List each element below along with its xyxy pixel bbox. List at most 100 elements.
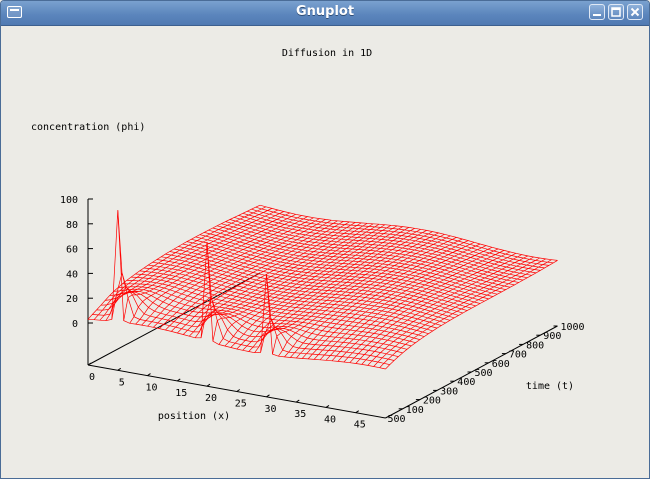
mesh-line-position (212, 224, 386, 342)
y-axis-label: time (t) (526, 381, 574, 392)
minimize-icon (593, 14, 601, 16)
y-tick-label: 500 (475, 368, 493, 379)
x-tick-label: 30 (264, 404, 276, 415)
y-tick-label: 100 (406, 405, 424, 416)
close-button[interactable] (627, 4, 643, 20)
y-tick-label: 700 (509, 350, 527, 361)
mesh-line-position (284, 237, 457, 358)
mesh-line-position (194, 223, 368, 339)
tick-labels: 0 5 10 15 20 25 30 35 40 451002003004005006007008… (60, 195, 585, 431)
mesh-line-position (254, 230, 427, 353)
z-axis-label: concentration (phi) (31, 122, 145, 133)
mesh-line-position (337, 251, 511, 362)
mesh-line-position (361, 256, 534, 365)
mesh-line-position (159, 219, 332, 329)
x-tick-mark (236, 389, 241, 392)
y-tick-label: 1000 (561, 322, 585, 333)
x-tick-mark (355, 410, 360, 414)
mesh-line-position (153, 219, 326, 328)
mesh-line-position (117, 210, 290, 293)
mesh-line-position (236, 227, 409, 350)
mesh-line-position (147, 218, 320, 327)
x-tick-label: 45 (354, 420, 366, 431)
mesh-line-position (123, 213, 296, 321)
y-tick-label: 600 (492, 359, 510, 370)
minimize-button[interactable] (589, 4, 605, 20)
mesh-line-position (278, 235, 451, 357)
x-tick-label: 35 (294, 409, 306, 420)
y-tick-label: 300 (440, 386, 458, 397)
surface-mesh (87, 204, 558, 370)
title-bar[interactable]: Gnuplot (1, 1, 649, 26)
x-tick-label: 10 (145, 383, 157, 394)
mesh-line-position (135, 216, 308, 325)
x-tick-label: 0 (89, 372, 95, 383)
y-tick-label: 400 (457, 377, 475, 388)
maximize-button[interactable] (608, 4, 624, 20)
window-title: Gnuplot (295, 4, 355, 19)
mesh-line-position (319, 246, 493, 361)
mesh-line-position (105, 209, 279, 321)
mesh-line-position (290, 238, 463, 358)
mesh-line-position (93, 206, 267, 320)
mesh-line-position (141, 217, 314, 326)
mesh-line-position (307, 243, 481, 360)
y-tick-label: 900 (543, 331, 561, 342)
x-tick-label: 5 (119, 377, 125, 388)
x-tick-mark (87, 362, 92, 366)
x-tick-mark (117, 367, 122, 371)
mesh-line-position (224, 225, 398, 347)
mesh-line-position (188, 222, 362, 337)
mesh-line-position (385, 260, 558, 370)
mesh-line-time (100, 291, 399, 357)
mesh-line-position (206, 223, 380, 316)
mesh-line-position (349, 254, 522, 363)
y-tick-label: 500 (388, 414, 406, 425)
mesh-line-position (248, 228, 421, 352)
x-tick-label: 40 (324, 414, 336, 425)
mesh-line-position (367, 257, 540, 366)
mesh-line-position (379, 259, 552, 368)
x-tick-label: 15 (175, 388, 187, 399)
x-tick-mark (295, 399, 300, 403)
mesh-line-position (87, 204, 261, 320)
mesh-line-position (301, 241, 475, 359)
surface-plot: Diffusion in 1D concentration (phi) posi… (31, 48, 585, 431)
window-menu-icon[interactable] (7, 6, 22, 18)
x-tick-mark (325, 404, 330, 408)
x-tick-label: 20 (205, 393, 217, 404)
x-tick-mark (176, 378, 181, 382)
axes (87, 198, 558, 419)
mesh-line-position (230, 226, 403, 348)
mesh-line-position (177, 221, 350, 334)
mesh-line-position (272, 233, 445, 355)
x-tick-mark (266, 394, 270, 398)
mesh-line-position (165, 220, 338, 331)
mesh-line-position (296, 240, 469, 359)
z-tick-label: 80 (66, 220, 78, 231)
mesh-line-position (313, 245, 487, 360)
x-tick-mark (147, 373, 151, 377)
mesh-line-position (373, 258, 546, 367)
mesh-line-position (331, 250, 505, 362)
mesh-line-position (171, 221, 344, 332)
mesh-line-position (99, 208, 273, 321)
z-tick-label: 60 (66, 245, 78, 256)
z-tick-label: 40 (66, 269, 78, 280)
mesh-line-position (111, 211, 284, 320)
x-axis-label: position (x) (158, 411, 230, 422)
mesh-line-position (343, 252, 517, 363)
y-tick-label: 200 (423, 396, 441, 407)
chart-title: Diffusion in 1D (282, 48, 372, 59)
y-tick-label: 800 (526, 340, 544, 351)
maximize-icon (611, 7, 621, 17)
mesh-line-position (355, 255, 528, 364)
mesh-line-position (182, 222, 356, 335)
z-tick-label: 100 (60, 195, 78, 206)
mesh-line-position (218, 225, 392, 345)
mesh-line-position (266, 232, 439, 330)
mesh-line-position (200, 223, 374, 338)
x-tick-mark (206, 383, 211, 387)
mesh-line-position (242, 227, 415, 351)
